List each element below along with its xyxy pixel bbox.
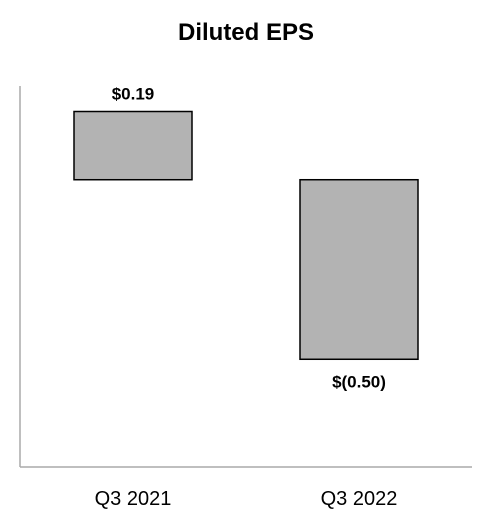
data-label-2: $(0.50) — [332, 372, 386, 391]
chart-title: Diluted EPS — [178, 19, 314, 46]
bar-2 — [299, 178, 419, 361]
x-tick-label-1: Q3 2021 — [95, 488, 172, 510]
bars — [73, 110, 419, 361]
x-tick-label-2: Q3 2022 — [321, 488, 398, 510]
x-tick-labels: Q3 2021 Q3 2022 — [95, 488, 398, 510]
data-labels: $0.19 $(0.50) — [112, 85, 386, 392]
bar-1 — [73, 110, 193, 181]
axes — [19, 86, 472, 468]
data-label-1: $0.19 — [112, 85, 155, 104]
